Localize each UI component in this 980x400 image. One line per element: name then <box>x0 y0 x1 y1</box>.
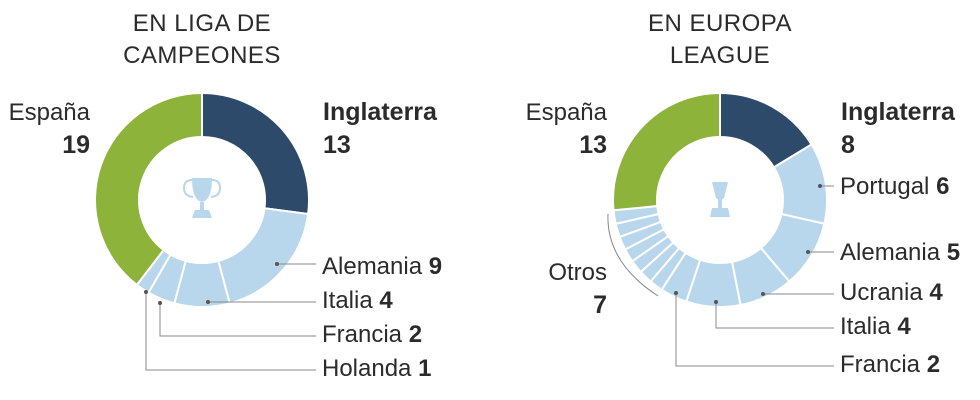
slice-label-ucrania: Ucrania 4 <box>840 279 943 306</box>
europa-league-chart: EN EUROPA LEAGUE España 13 Inglaterra 8 … <box>526 10 961 378</box>
slice-label-inglaterra: Inglaterra <box>323 98 438 126</box>
leader-line-francia <box>675 293 834 367</box>
slice-label-otros: Otros <box>548 259 607 286</box>
slice-value-espana: 13 <box>579 131 607 159</box>
chart-title-line-1: EN EUROPA <box>648 10 792 37</box>
champions-league-chart: EN LIGA DE CAMPEONES España 19 Inglaterr… <box>9 10 443 382</box>
slice-label-italia: Italia 4 <box>322 287 393 314</box>
leader-line-italia <box>715 302 834 329</box>
others-bracket <box>607 213 659 297</box>
slice-label-espana: España <box>9 99 91 126</box>
donut-slice-alemania <box>217 207 310 305</box>
slice-label-francia: Francia 2 <box>322 321 422 348</box>
donut-slice-espana <box>94 91 203 287</box>
slice-label-italia: Italia 4 <box>840 313 911 340</box>
slice-label-alemania: Alemania 5 <box>840 239 960 266</box>
slice-label-alemania: Alemania 9 <box>322 253 442 280</box>
europa-league-trophy-icon <box>710 182 730 217</box>
leader-line-holanda <box>145 292 316 371</box>
donut-chart <box>94 91 310 308</box>
champions-league-trophy-icon <box>182 178 222 218</box>
slice-value-inglaterra: 8 <box>841 131 855 159</box>
leader-line-francia <box>159 303 316 337</box>
slice-label-espana: España <box>526 99 608 126</box>
donut-slice-inglaterra <box>201 91 310 216</box>
donut-slice-espana <box>612 91 721 212</box>
slice-label-holanda: Holanda 1 <box>322 355 431 382</box>
slice-label-inglaterra: Inglaterra <box>841 98 956 126</box>
slice-label-portugal: Portugal 6 <box>840 173 949 200</box>
leader-lines <box>145 263 316 371</box>
leader-dots <box>144 262 279 305</box>
donut-chart <box>612 91 828 308</box>
chart-title-line-2: LEAGUE <box>670 42 770 69</box>
chart-title-line-1: EN LIGA DE <box>133 10 271 37</box>
slice-value-otros: 7 <box>593 291 607 319</box>
chart-title-line-2: CAMPEONES <box>123 42 281 69</box>
leader-lines <box>607 185 834 367</box>
slice-value-inglaterra: 13 <box>323 131 351 159</box>
slice-value-espana: 19 <box>62 131 90 159</box>
leader-dots <box>674 184 822 304</box>
slice-label-francia: Francia 2 <box>840 351 940 378</box>
